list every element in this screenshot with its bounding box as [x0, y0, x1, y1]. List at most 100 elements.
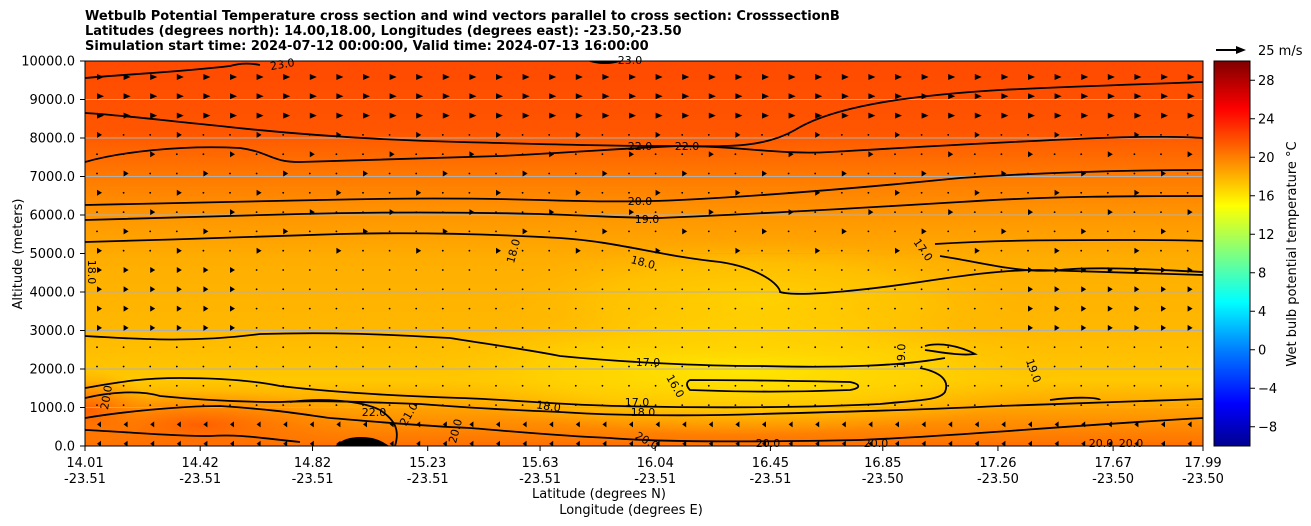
wind-arrow — [283, 170, 289, 177]
wind-arrow — [230, 151, 235, 158]
wind-arrow — [841, 228, 847, 235]
wind-arrow — [1187, 74, 1195, 80]
wind-arrow — [309, 112, 317, 119]
wind-arrow — [1187, 440, 1192, 446]
wind-arrow — [788, 93, 796, 100]
wind-arrow — [388, 269, 391, 271]
wind-vectors — [96, 74, 1195, 446]
wind-arrow — [867, 307, 870, 310]
wind-arrow — [123, 421, 128, 428]
wind-arrow — [469, 74, 477, 80]
wind-arrow — [601, 269, 604, 271]
x-tick-label-latitude: 14.42 — [182, 456, 219, 471]
wind-arrow — [230, 112, 237, 119]
wind-arrow — [1186, 230, 1189, 233]
wind-arrow — [575, 112, 583, 119]
wind-arrow — [415, 153, 418, 156]
wind-arrow — [681, 191, 684, 194]
wind-arrow — [973, 384, 976, 387]
chart-title-line-2: Latitudes (degrees north): 14.00,18.00, … — [85, 24, 682, 39]
contour-label: 18.0 — [629, 253, 656, 272]
wind-arrow — [150, 112, 158, 119]
x-tick-label-longitude: -23.51 — [749, 472, 791, 487]
wind-arrow — [229, 172, 231, 175]
wind-arrow — [1027, 191, 1029, 194]
wind-arrow — [415, 384, 418, 387]
wind-arrow — [973, 404, 976, 406]
wind-arrow — [867, 384, 870, 387]
wind-arrow — [203, 267, 209, 273]
wind-arrow — [628, 346, 630, 349]
wind-arrow — [468, 134, 471, 136]
wind-arrow — [921, 440, 926, 446]
wind-arrow — [496, 247, 501, 254]
wind-arrow — [682, 93, 690, 100]
wind-arrow — [468, 307, 471, 310]
wind-arrow — [1134, 247, 1140, 254]
wind-arrow — [1187, 324, 1193, 331]
wind-arrow — [655, 189, 661, 196]
wind-arrow — [1106, 346, 1109, 349]
wind-arrow — [841, 421, 846, 428]
wind-arrow — [149, 404, 152, 406]
wind-arrow — [468, 346, 471, 349]
wind-arrow — [362, 288, 364, 291]
x-tick-label-latitude: 17.26 — [979, 456, 1016, 471]
wind-arrow — [97, 305, 102, 312]
x-tick-label-latitude: 15.63 — [521, 456, 558, 471]
wind-arrow — [203, 170, 209, 177]
y-tick-label: 6000.0 — [30, 209, 76, 224]
wind-arrow — [734, 384, 737, 387]
wind-arrow — [682, 112, 690, 119]
wind-arrow — [601, 288, 604, 291]
wind-arrow — [521, 191, 524, 194]
wind-arrow — [1187, 151, 1193, 158]
wind-arrow — [629, 209, 634, 216]
wind-arrow — [230, 267, 235, 273]
wind-arrow — [1080, 384, 1083, 387]
contour-label: 20.0 — [446, 418, 465, 445]
wind-arrow — [868, 74, 876, 80]
wind-arrow — [362, 384, 364, 387]
wind-arrow — [496, 112, 503, 119]
contour-label: 20.0 — [1119, 437, 1144, 450]
wind-arrow — [388, 249, 391, 252]
wind-arrow — [629, 74, 636, 80]
wind-arrow — [1106, 230, 1109, 233]
wind-arrow — [1134, 93, 1142, 100]
wind-arrow — [655, 93, 663, 100]
wind-arrow — [947, 172, 950, 175]
wind-arrow — [1186, 134, 1189, 136]
wind-arrow — [1000, 288, 1003, 291]
wind-arrow — [122, 191, 125, 194]
wind-arrow — [947, 327, 950, 329]
wind-arrow — [921, 228, 927, 235]
wind-arrow — [150, 209, 156, 216]
wind-arrow — [203, 305, 209, 312]
wind-arrow — [97, 189, 102, 196]
wind-arrow — [202, 384, 205, 387]
wind-arrow — [1161, 305, 1166, 312]
wind-arrow — [415, 288, 418, 291]
wind-arrow — [521, 384, 524, 387]
wind-arrow — [1028, 209, 1033, 216]
wind-arrow — [1028, 324, 1033, 331]
wind-arrow — [282, 288, 285, 291]
wind-arrow — [1081, 305, 1087, 312]
wind-arrow — [283, 93, 291, 100]
wind-arrow — [1107, 93, 1115, 100]
wind-arrow — [1028, 74, 1035, 80]
wind-arrow — [920, 153, 923, 156]
wind-arrow — [283, 112, 291, 119]
wind-arrow — [176, 112, 184, 119]
wind-arrow — [255, 153, 258, 156]
x-tick-label-longitude: -23.50 — [977, 472, 1019, 487]
wind-arrow — [441, 307, 444, 310]
wind-arrow — [388, 288, 391, 291]
wind-arrow — [495, 384, 497, 387]
wind-arrow — [601, 307, 604, 310]
wind-arrow — [1160, 153, 1162, 156]
wind-arrow — [947, 346, 950, 349]
wind-arrow — [176, 247, 182, 254]
wind-arrow — [948, 74, 956, 80]
